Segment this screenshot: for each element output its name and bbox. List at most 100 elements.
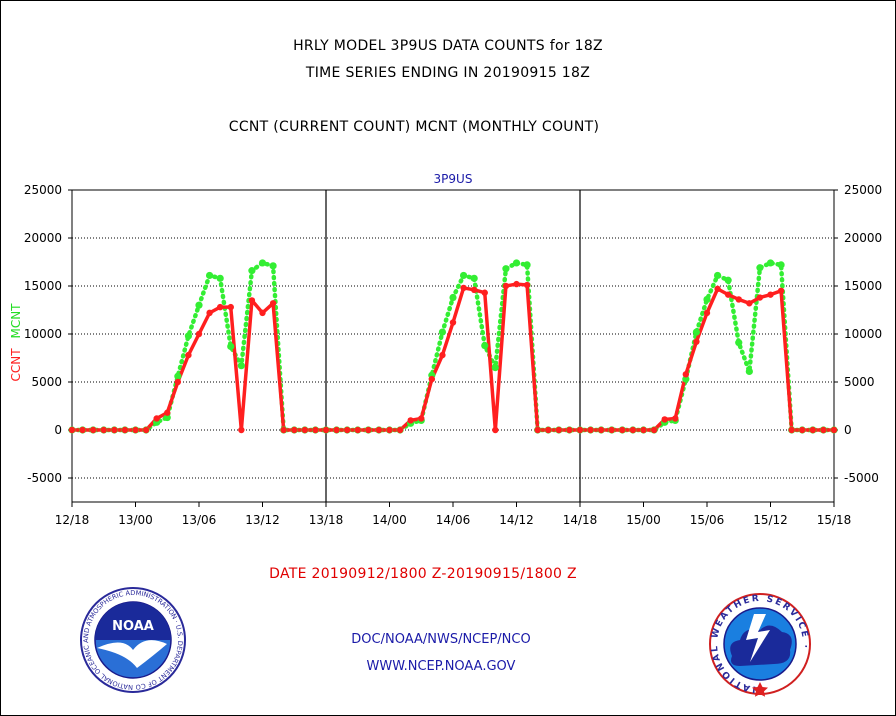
data-point-mcnt bbox=[682, 375, 690, 383]
data-point-mcnt bbox=[692, 328, 701, 336]
data-point-ccnt bbox=[100, 426, 107, 434]
data-point-ccnt bbox=[89, 426, 97, 434]
data-point-ccnt bbox=[608, 426, 615, 434]
ytick-label-right: 10000 bbox=[844, 327, 882, 341]
ytick-label-left: 15000 bbox=[24, 279, 62, 293]
ytick-label-left: 25000 bbox=[24, 183, 62, 197]
data-point-ccnt bbox=[164, 409, 171, 416]
data-point-ccnt bbox=[470, 286, 478, 294]
chart-title-line1: HRLY MODEL 3P9US DATA COUNTS for 18Z bbox=[293, 38, 603, 54]
data-point-ccnt bbox=[238, 426, 245, 434]
data-point-ccnt bbox=[746, 300, 753, 307]
data-point-ccnt bbox=[312, 426, 319, 434]
ytick-label-right: 20000 bbox=[844, 231, 882, 245]
panel-label: 3P9US bbox=[433, 172, 473, 186]
ytick-label-right: 0 bbox=[844, 423, 852, 437]
xtick-label: 14/18 bbox=[563, 513, 598, 527]
data-point-ccnt bbox=[481, 289, 488, 296]
data-point-ccnt bbox=[587, 426, 594, 434]
y-label-mcnt: MCNT bbox=[9, 303, 23, 339]
xtick-label: 15/06 bbox=[690, 513, 725, 527]
data-point-ccnt bbox=[460, 284, 467, 292]
data-point-ccnt bbox=[354, 426, 361, 434]
data-point-ccnt bbox=[291, 426, 298, 434]
xtick-label: 15/00 bbox=[626, 513, 661, 527]
xtick-label: 14/12 bbox=[499, 513, 534, 527]
data-point-ccnt bbox=[132, 426, 139, 434]
data-point-ccnt bbox=[343, 426, 351, 434]
data-point-ccnt bbox=[280, 426, 287, 434]
data-point-ccnt bbox=[682, 371, 690, 378]
website-link[interactable]: WWW.NCEP.NOAA.GOV bbox=[366, 659, 516, 674]
ytick-label-right: -5000 bbox=[844, 471, 879, 485]
data-point-ccnt bbox=[439, 351, 446, 359]
xtick-label: 13/18 bbox=[309, 513, 344, 527]
data-point-ccnt bbox=[650, 426, 658, 434]
xtick-label: 13/06 bbox=[182, 513, 217, 527]
data-point-ccnt bbox=[693, 338, 700, 345]
data-point-ccnt bbox=[269, 300, 277, 307]
data-point-ccnt bbox=[672, 415, 679, 422]
data-point-ccnt bbox=[756, 294, 764, 301]
data-point-ccnt bbox=[407, 417, 414, 424]
data-point-ccnt bbox=[523, 281, 531, 289]
data-point-ccnt bbox=[703, 309, 711, 317]
data-point-ccnt bbox=[492, 426, 499, 434]
data-point-ccnt bbox=[428, 375, 436, 383]
data-point-ccnt bbox=[767, 291, 774, 298]
data-point-mcnt bbox=[184, 332, 193, 340]
data-point-ccnt bbox=[174, 378, 182, 386]
data-point-ccnt bbox=[640, 426, 647, 434]
data-point-ccnt bbox=[724, 291, 732, 298]
y-axis-right: -5000 0 5000 10000 15000 20000 25000 bbox=[834, 183, 882, 485]
x-axis: 12/18 13/00 13/06 13/12 13/18 14/00 14/06 14/12… bbox=[55, 502, 851, 527]
ytick-label-right: 25000 bbox=[844, 183, 882, 197]
data-point-mcnt bbox=[703, 295, 711, 304]
ytick-label-left: 20000 bbox=[24, 231, 62, 245]
ytick-label-right: 5000 bbox=[844, 375, 875, 389]
data-point-mcnt bbox=[205, 271, 214, 280]
noaa-logo: NOAA NATIONAL OCEANIC AND ATMOSPHERIC AD… bbox=[80, 587, 186, 693]
data-point-ccnt bbox=[597, 426, 605, 434]
data-point-ccnt bbox=[830, 426, 838, 434]
xtick-label: 12/18 bbox=[55, 513, 90, 527]
nws-logo: NATIONAL WEATHER SERVICE · bbox=[709, 593, 811, 697]
data-point-ccnt bbox=[777, 287, 785, 294]
data-point-mcnt bbox=[269, 262, 277, 270]
data-point-ccnt bbox=[619, 426, 626, 434]
data-point-ccnt bbox=[111, 426, 118, 434]
xtick-label: 14/06 bbox=[436, 513, 471, 527]
ytick-label-right: 15000 bbox=[844, 279, 882, 293]
data-point-ccnt bbox=[820, 426, 827, 434]
data-point-ccnt bbox=[449, 319, 457, 326]
data-point-ccnt bbox=[333, 426, 340, 434]
data-point-ccnt bbox=[714, 285, 721, 293]
xtick-label: 13/00 bbox=[118, 513, 153, 527]
data-point-mcnt bbox=[195, 301, 203, 309]
data-point-ccnt bbox=[206, 309, 213, 317]
data-point-ccnt bbox=[259, 309, 266, 317]
data-point-ccnt bbox=[799, 426, 806, 434]
data-point-ccnt bbox=[248, 297, 256, 304]
date-range: DATE 20190912/1800 Z-20190915/1800 Z bbox=[269, 566, 577, 582]
data-point-mcnt bbox=[470, 274, 478, 282]
data-point-mcnt bbox=[163, 413, 171, 422]
data-point-ccnt bbox=[301, 426, 309, 434]
data-point-mcnt bbox=[766, 259, 775, 267]
star-icon bbox=[752, 682, 768, 697]
series bbox=[68, 259, 838, 434]
data-point-ccnt bbox=[153, 415, 160, 422]
data-point-ccnt bbox=[545, 426, 552, 434]
data-point-ccnt bbox=[809, 426, 817, 434]
y-axis-label: CCNT MCNT bbox=[9, 303, 23, 382]
data-point-ccnt bbox=[661, 416, 668, 423]
chart-title-line2: TIME SERIES ENDING IN 20190915 18Z bbox=[305, 65, 591, 81]
credit-text: DOC/NOAA/NWS/NCEP/NCO bbox=[351, 632, 531, 647]
data-point-ccnt bbox=[534, 426, 541, 434]
data-point-mcnt bbox=[216, 274, 224, 282]
data-point-ccnt bbox=[629, 426, 637, 434]
data-point-ccnt bbox=[576, 426, 584, 434]
data-point-ccnt bbox=[735, 296, 742, 303]
data-point-ccnt bbox=[502, 282, 510, 290]
